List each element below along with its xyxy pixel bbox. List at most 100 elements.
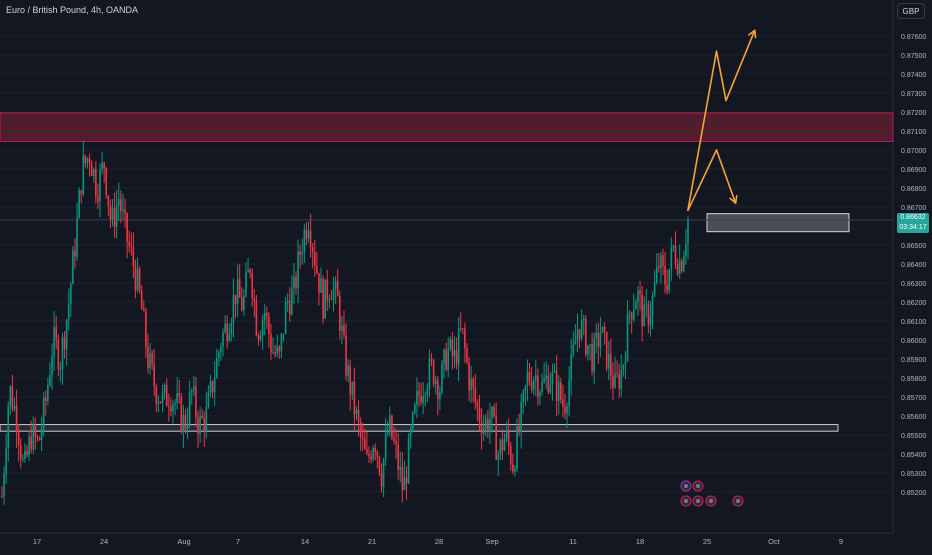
candle-up-body [163, 384, 166, 393]
candle-up-body [582, 318, 585, 320]
candle-up-body [668, 268, 671, 291]
candle-up-body [67, 303, 70, 321]
candle-down-body [249, 269, 251, 273]
candle-down-body [180, 396, 183, 432]
candle-up-body [505, 429, 508, 439]
candle-up-body [65, 320, 68, 349]
candle-up-body [293, 276, 295, 289]
candle-down-body [585, 318, 587, 355]
candle-up-body [272, 352, 274, 354]
candle-up-body [230, 322, 233, 334]
candle-up-body [551, 371, 554, 385]
candle-up-body [136, 268, 139, 291]
candle-up-body [683, 255, 685, 272]
candle-up-body [541, 382, 543, 393]
x-tick-label: 18 [636, 537, 644, 546]
x-tick-label: 28 [435, 537, 443, 546]
candle-up-body [215, 357, 218, 378]
candle-up-body [82, 155, 85, 195]
candle-up-body [193, 386, 195, 391]
candle-down-body [120, 198, 122, 212]
candle-up-body [524, 385, 527, 391]
candle-down-body [618, 373, 620, 389]
candle-down-body [343, 325, 345, 335]
candle-down-body [393, 438, 395, 442]
candle-up-body [307, 230, 310, 239]
candle-up-body [72, 250, 74, 285]
event-marker-dot [684, 484, 688, 488]
candle-down-body [309, 230, 312, 248]
y-tick-label: 0.86900 [901, 167, 926, 174]
candle-down-body [537, 375, 539, 397]
candle-up-body [622, 364, 625, 370]
currency-button[interactable]: GBP [897, 3, 925, 19]
candle-down-body [666, 284, 668, 291]
candle-up-body [522, 390, 525, 403]
candle-up-body [497, 455, 500, 460]
candle-down-body [420, 395, 422, 403]
y-tick-label: 0.85600 [901, 414, 926, 421]
candle-up-body [280, 333, 283, 352]
candle-down-body [436, 380, 439, 400]
candle-up-body [70, 284, 72, 304]
candle-down-body [268, 316, 270, 335]
candle-up-body [372, 447, 374, 460]
candle-up-body [409, 429, 412, 438]
x-tick-label: Oct [768, 537, 781, 546]
candle-up-body [243, 295, 245, 311]
candle-down-body [462, 328, 464, 330]
candle-down-body [564, 406, 566, 414]
y-tick-label: 0.87400 [901, 72, 926, 79]
candle-up-body [9, 386, 12, 407]
candle-up-body [593, 338, 595, 372]
candle-up-body [422, 395, 424, 403]
candle-down-body [305, 229, 308, 239]
candle-up-body [595, 332, 598, 339]
candle-up-body [172, 404, 174, 412]
candle-down-body [464, 328, 466, 349]
bearish-projection-arrowhead [729, 195, 738, 204]
candle-down-body [353, 381, 356, 415]
candle-down-body [603, 326, 606, 332]
candle-down-body [138, 268, 141, 291]
y-tick-label: 0.87100 [901, 129, 926, 136]
y-tick-label: 0.85200 [901, 490, 926, 497]
candle-up-body [614, 373, 616, 388]
candle-down-body [647, 304, 650, 325]
candle-up-body [182, 415, 185, 432]
candle-down-body [195, 386, 197, 418]
candle-down-body [397, 444, 399, 470]
candle-up-body [51, 356, 53, 376]
candle-up-body [470, 379, 472, 391]
candle-up-body [549, 384, 552, 393]
candle-up-body [653, 282, 656, 296]
bearish-projection-line [687, 149, 737, 212]
support-zone [0, 424, 839, 432]
candle-down-body [630, 312, 633, 320]
candle-up-body [482, 428, 485, 434]
candle-down-body [374, 447, 377, 452]
candle-down-body [184, 415, 187, 429]
candle-down-body [234, 294, 237, 304]
candle-down-body [507, 429, 510, 446]
candle-down-body [359, 422, 362, 437]
candle-down-body [368, 453, 370, 457]
candle-up-body [207, 392, 210, 408]
candle-down-body [151, 353, 153, 364]
candle-down-body [145, 310, 147, 347]
candle-down-body [364, 438, 366, 449]
candle-up-body [213, 377, 216, 393]
y-tick-label: 0.85800 [901, 376, 926, 383]
y-tick-label: 0.86200 [901, 300, 926, 307]
y-tick-label: 0.87600 [901, 34, 926, 41]
candle-down-body [19, 445, 22, 460]
candle-up-body [188, 392, 191, 424]
x-tick-label: 9 [839, 537, 843, 546]
candle-up-body [218, 352, 220, 358]
candle-down-body [44, 397, 47, 401]
candle-up-body [570, 353, 573, 381]
candle-down-body [361, 436, 364, 439]
candle-up-body [534, 375, 537, 380]
